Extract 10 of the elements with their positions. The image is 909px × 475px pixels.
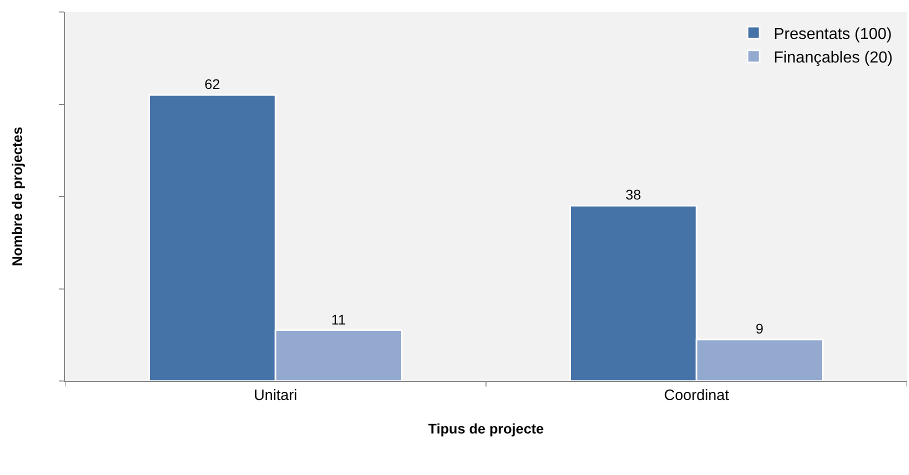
- legend-label: Presentats (100): [774, 26, 892, 43]
- x-tick-label: Unitari: [254, 387, 298, 404]
- data-label: 62: [204, 76, 220, 92]
- data-label: 38: [625, 186, 642, 203]
- legend-label: Finançables (20): [774, 50, 893, 67]
- y-axis-title: Nombre de projectes: [8, 126, 25, 266]
- x-axis-title: Tipus de projecte: [428, 420, 544, 436]
- data-label: 9: [756, 320, 764, 336]
- x-tick-label: Coordinat: [664, 387, 730, 404]
- data-label: 11: [331, 311, 346, 328]
